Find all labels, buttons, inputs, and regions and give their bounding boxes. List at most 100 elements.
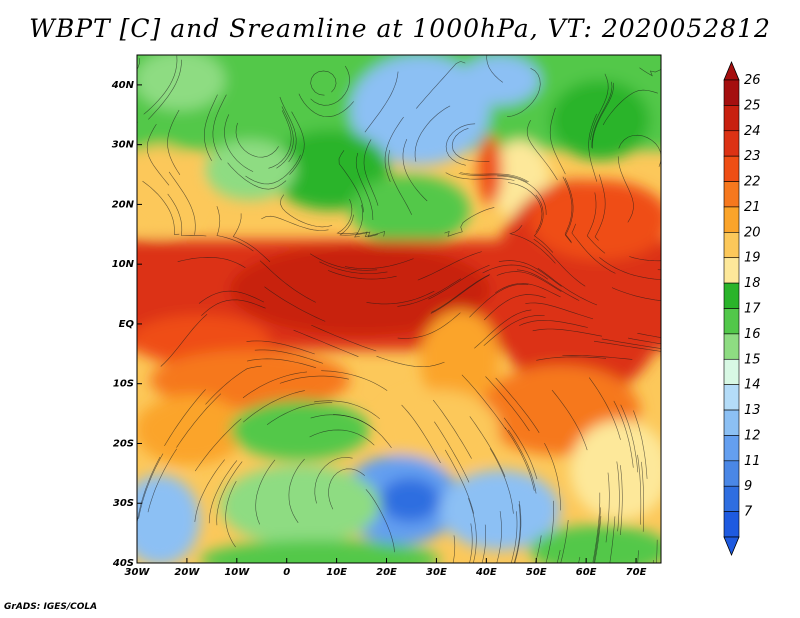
streamline — [268, 110, 292, 169]
colorbar-label: 18 — [744, 276, 761, 291]
streamline — [201, 299, 266, 316]
streamline — [533, 238, 586, 287]
streamline — [289, 111, 305, 175]
streamline — [431, 274, 491, 313]
colorbar-label: 15 — [744, 352, 761, 367]
streamline — [259, 260, 316, 303]
streamline — [355, 152, 374, 221]
colorbar-swatch — [723, 232, 740, 259]
lat-tick-label: EQ — [119, 319, 135, 330]
streamline — [507, 429, 537, 494]
streamline — [164, 389, 206, 447]
lat-tick-label: 10N — [112, 259, 135, 270]
streamline — [545, 500, 554, 563]
streamline — [444, 207, 495, 237]
colorbar-label: 19 — [744, 251, 761, 266]
latitude-ticks: 40N 30N 20N 10N EQ 10S 20S 30S 40S — [111, 80, 142, 569]
streamline — [489, 448, 514, 514]
streamline — [458, 173, 528, 183]
lat-tick-label: 30S — [113, 498, 134, 509]
colorbar-swatch — [723, 181, 740, 208]
streamline — [198, 290, 265, 304]
streamline — [564, 177, 574, 244]
streamline — [246, 340, 315, 355]
streamline — [551, 389, 588, 451]
streamline — [428, 264, 490, 300]
streamline — [451, 128, 490, 162]
streamline — [460, 172, 529, 183]
lon-tick-label: 40E — [475, 567, 497, 578]
streamline — [592, 82, 614, 149]
streamline — [445, 123, 476, 166]
streamline — [482, 264, 549, 280]
streamline — [388, 150, 412, 215]
streamline — [177, 256, 246, 268]
colorbar-swatch — [723, 105, 740, 132]
streamline — [656, 539, 658, 563]
colorbar-label: 9 — [744, 479, 752, 494]
streamline — [486, 55, 503, 83]
streamline — [549, 107, 566, 175]
streamline — [469, 523, 473, 563]
streamline — [496, 511, 502, 563]
streamline — [176, 393, 222, 448]
streamline — [321, 370, 388, 391]
streamline — [560, 519, 569, 563]
streamline — [434, 421, 470, 483]
streamline — [519, 320, 588, 328]
streamline — [365, 489, 395, 553]
streamline — [148, 59, 182, 120]
streamline — [628, 337, 661, 345]
streamline — [633, 410, 648, 479]
streamline — [620, 465, 623, 536]
streamline — [513, 504, 521, 563]
streamline — [532, 328, 603, 337]
streamline — [254, 349, 324, 364]
colorbar-swatch — [723, 511, 740, 538]
colorbar-label: 22 — [744, 175, 761, 190]
streamline — [414, 105, 451, 162]
streamline — [344, 258, 414, 269]
streamline — [533, 194, 554, 253]
streamline — [611, 287, 661, 302]
streamline — [216, 206, 254, 252]
colorbar-label: 24 — [744, 124, 761, 139]
streamline — [288, 458, 305, 523]
streamline — [160, 313, 208, 367]
streamline — [637, 550, 639, 563]
streamline — [562, 354, 633, 360]
streamline — [402, 138, 428, 202]
streamline — [620, 404, 639, 473]
streamline — [417, 251, 482, 281]
streamline — [616, 461, 620, 532]
streamline — [591, 81, 613, 148]
colorbar-swatch — [723, 358, 740, 385]
colorbar-label: 23 — [744, 149, 761, 164]
streamlines — [137, 55, 661, 563]
streamline — [137, 121, 138, 123]
streamline — [235, 122, 279, 158]
streamline — [401, 404, 441, 464]
colorbar-label: 11 — [744, 454, 761, 469]
streamline — [309, 429, 375, 446]
lat-tick-label: 20N — [112, 199, 135, 210]
streamline — [430, 274, 490, 314]
lon-tick-label: 60E — [576, 567, 597, 578]
streamline — [510, 511, 518, 563]
streamline — [276, 106, 294, 169]
streamline — [194, 459, 225, 522]
streamline — [508, 182, 543, 233]
streamline — [657, 269, 661, 271]
streamline — [637, 333, 661, 338]
colorbar-label: 25 — [744, 98, 761, 113]
colorbar-swatch — [723, 435, 740, 462]
streamline — [167, 193, 207, 237]
streamline — [279, 96, 297, 163]
streamline — [503, 417, 538, 480]
streamline — [397, 278, 462, 307]
streamline — [142, 180, 180, 235]
streamline — [293, 329, 359, 357]
wbpt-field — [137, 55, 661, 563]
streamline — [485, 376, 530, 432]
streamline — [516, 269, 580, 301]
